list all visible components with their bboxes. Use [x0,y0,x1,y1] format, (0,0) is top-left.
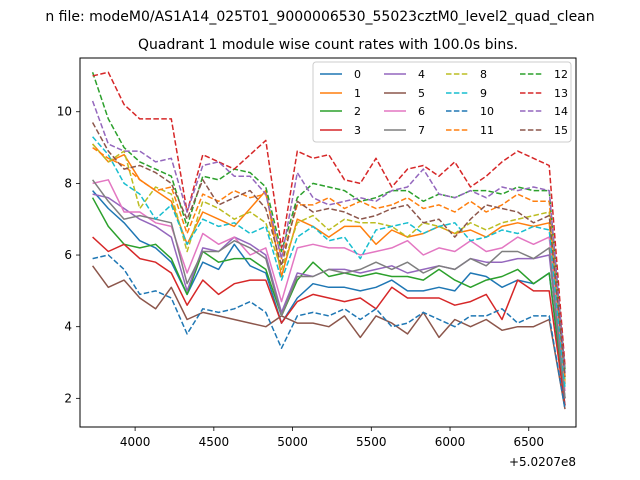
series-line-1 [92,143,566,385]
legend-frame [312,61,572,143]
series-line-15 [91,122,566,377]
x-tick-label: 4000 [120,435,151,449]
x-tick-label: 5000 [277,435,308,449]
legend-label-6: 6 [418,105,425,118]
series-line-5 [91,265,566,410]
legend-label-9: 9 [480,87,487,100]
plot-frame [79,57,577,428]
legend-label-15: 15 [554,124,568,137]
series-line-14 [91,100,566,374]
legend-label-5: 5 [418,87,425,100]
series-line-7 [91,179,566,399]
legend-label-11: 11 [480,124,494,137]
series-line-2 [91,197,566,399]
y-tick-label: 6 [64,248,72,262]
y-tick-label: 10 [57,105,72,119]
series-line-0 [92,190,566,406]
series-line-13 [92,71,566,367]
figure-suptitle: n file: modeM0/AS1A14_025T01_9000006530_… [45,9,594,25]
series-line-3 [92,236,566,406]
legend-label-1: 1 [354,87,361,100]
series-line-8 [92,143,566,381]
x-axis: 4000 4500 5000 5500 6000 6500 [120,427,544,449]
legend-label-2: 2 [354,105,361,118]
legend-label-7: 7 [418,124,425,137]
series-line-6 [92,179,566,392]
legend-label-3: 3 [354,124,361,137]
y-tick-label: 8 [64,176,72,190]
x-tick-label: 5500 [356,435,387,449]
x-tick-label: 4500 [199,435,230,449]
series-line-12 [91,72,566,370]
y-tick-label: 2 [64,391,72,405]
y-tick-label: 4 [64,320,72,334]
x-tick-label: 6000 [435,435,466,449]
chart-title: Quadrant 1 module wise count rates with … [138,37,518,53]
legend-label-8: 8 [480,68,487,81]
series-line-11 [92,146,566,377]
x-axis-offset-label: +5.0207e8 [509,455,576,469]
x-tick-label: 6500 [513,435,544,449]
legend-label-12: 12 [554,68,568,81]
legend-label-10: 10 [480,105,494,118]
legend-label-4: 4 [418,68,425,81]
y-axis: 2 4 6 8 10 [57,105,80,405]
series-line-9 [92,136,566,388]
series-layer [91,71,566,410]
legend-label-0: 0 [354,68,361,81]
legend-label-14: 14 [554,105,568,118]
legend-label-13: 13 [554,87,568,100]
